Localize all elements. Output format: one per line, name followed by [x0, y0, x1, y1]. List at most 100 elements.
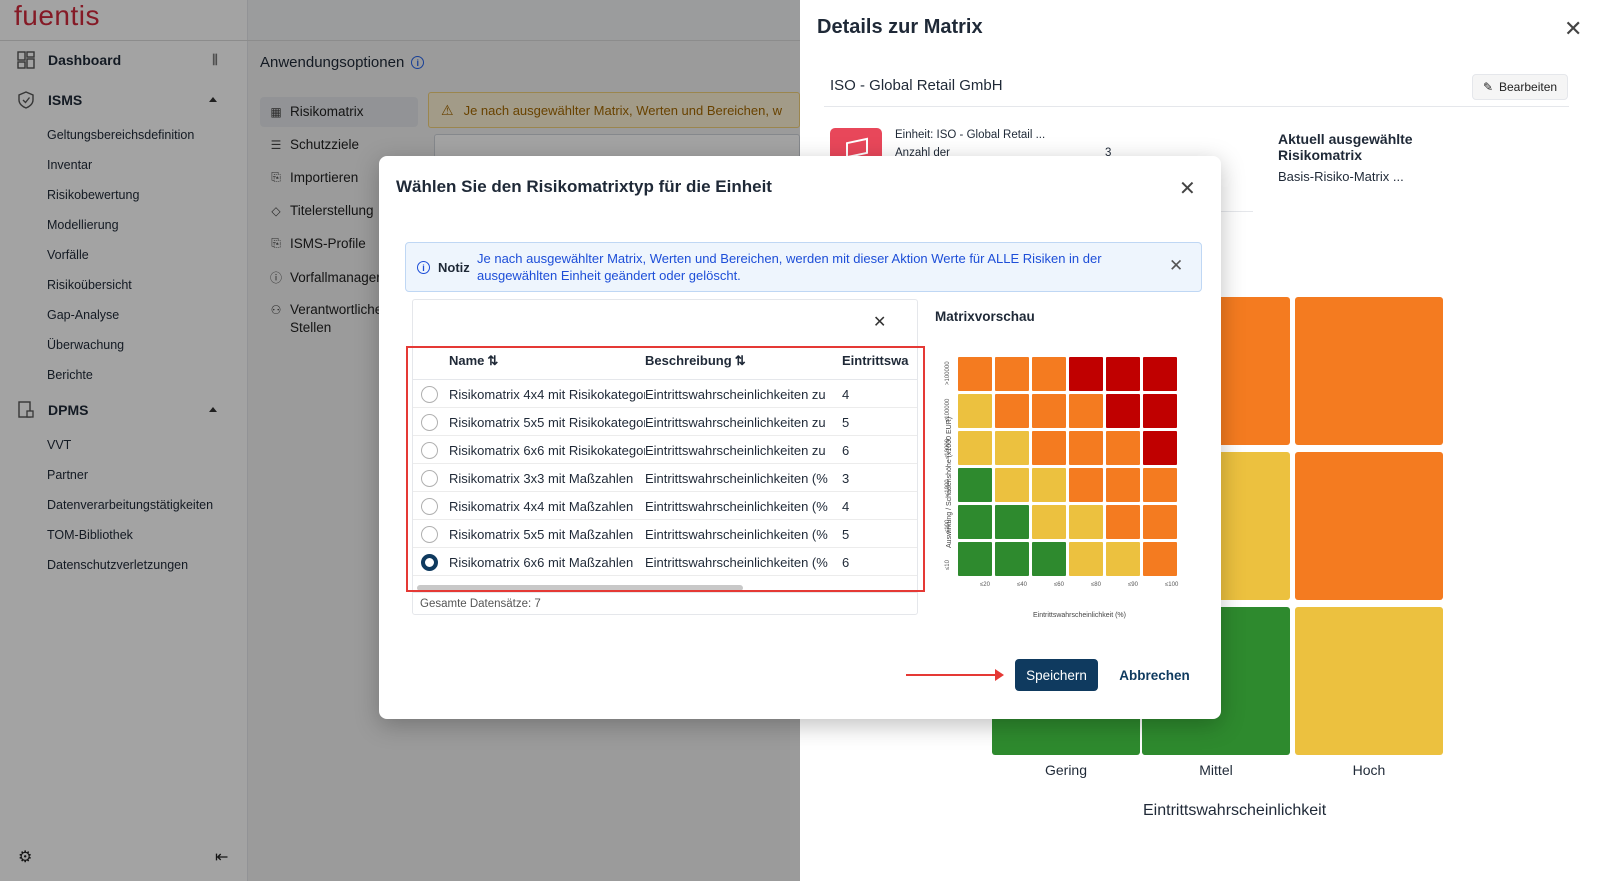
preview-cell [1106, 505, 1140, 539]
sidebar-item-label: ISMS [48, 92, 83, 108]
menu-item-label-line2: Stellen [290, 320, 332, 335]
table-row[interactable]: Risikomatrix 4x4 mit Risikokategorien Ein… [413, 380, 917, 408]
table-row[interactable]: Risikomatrix 5x5 mit Maßzahlen Eintrittsw… [413, 520, 917, 548]
horizontal-scrollbar[interactable] [417, 585, 743, 591]
preview-cell [1069, 468, 1103, 502]
sidebar-item-dashboard[interactable]: Dashboard [16, 50, 121, 70]
sidebar-subitem[interactable]: Partner [47, 468, 88, 482]
close-icon[interactable]: ✕ [1564, 16, 1583, 41]
preview-cell [1032, 394, 1066, 428]
preview-cell [1069, 394, 1103, 428]
preview-cell [958, 431, 992, 465]
radio-button-selected[interactable] [421, 554, 438, 571]
cancel-button[interactable]: Abbrechen [1113, 659, 1196, 691]
table-row[interactable]: Risikomatrix 6x6 mit Risikokategorien Ein… [413, 436, 917, 464]
sidebar-subitem[interactable]: VVT [47, 438, 72, 452]
menu-item-risikomatrix[interactable]: ▦ Risikomatrix [268, 104, 363, 119]
table-row[interactable]: Risikomatrix 6x6 mit Maßzahlen Eintrittsw… [413, 548, 917, 576]
table-row[interactable]: Risikomatrix 3x3 mit Maßzahlen Eintrittsw… [413, 464, 917, 492]
menu-item-vorfallmanager[interactable]: ⓘ Vorfallmanager [268, 269, 381, 286]
cell-name: Risikomatrix 3x3 mit Maßzahlen [449, 471, 634, 486]
note-banner: i Notiz Je nach ausgewählter Matrix, Wer… [405, 242, 1202, 292]
sidebar-subitem[interactable]: Risikoübersicht [47, 278, 132, 292]
sidebar-subitem[interactable]: Modellierung [47, 218, 119, 232]
clear-filter-icon[interactable]: ✕ [873, 314, 887, 331]
sidebar-subitem[interactable]: Datenschutzverletzungen [47, 558, 189, 572]
radio-button[interactable] [421, 414, 438, 431]
info-icon[interactable]: i [411, 56, 425, 69]
matrix-type-table: ✕ Name ⇅ Beschreibung ⇅ Eintrittswa Risiko… [412, 299, 918, 615]
sidebar-subitem[interactable]: TOM-Bibliothek [47, 528, 133, 542]
close-icon[interactable]: ✕ [1179, 178, 1196, 200]
table-row[interactable]: Risikomatrix 5x5 mit Risikokategorien Ein… [413, 408, 917, 436]
preview-cell [958, 394, 992, 428]
sidebar-subitem[interactable]: Risikobewertung [47, 188, 140, 202]
preview-cell [995, 357, 1029, 391]
edit-button[interactable]: ✎ Bearbeiten [1472, 74, 1568, 100]
cell-description: Eintrittswahrscheinlichkeiten (% [645, 499, 828, 514]
radio-button[interactable] [421, 470, 438, 487]
x-axis-title: Eintrittswahrscheinlichkeit (%) [1033, 612, 1126, 619]
fuentis-logo: fuentis [14, 0, 100, 31]
y-tick-label: ≤10000 [945, 439, 951, 459]
menu-item-verantwortliche[interactable]: ⚇ Verantwortliche [268, 302, 383, 317]
sidebar-subitem[interactable]: Geltungsbereichsdefinition [47, 128, 195, 142]
x-tick-label: ≤80 [1091, 582, 1101, 588]
menu-item-isms-profile[interactable]: ⎘ ISMS-Profile [268, 236, 366, 251]
chevron-up-icon[interactable] [209, 407, 217, 412]
close-icon[interactable]: ✕ [1169, 256, 1184, 275]
highlight-annotation-box [406, 346, 925, 592]
collapse-sidebar-icon[interactable]: ⇤ [215, 849, 229, 866]
menu-item-schutzziele[interactable]: ☰ Schutzziele [268, 137, 359, 152]
column-header-label: Beschreibung [645, 353, 732, 368]
menu-item-titelerstellung[interactable]: ◇ Titelerstellung [268, 203, 373, 218]
sort-icon[interactable]: ⇅ [734, 353, 746, 368]
risk-matrix-type-dialog: Wählen Sie den Risikomatrixtyp für die E… [379, 156, 1221, 719]
cell-name: Risikomatrix 4x4 mit Risikokategorien [449, 387, 645, 402]
column-header-beschreibung[interactable]: Beschreibung ⇅ [645, 353, 746, 369]
table-footer: Gesamte Datensätze: 7 [413, 592, 917, 614]
sidebar-subitem[interactable]: Datenverarbeitungstätigkeiten [47, 498, 214, 512]
cell-name: Risikomatrix 5x5 mit Risikokategorien [449, 415, 645, 430]
cell-description: Eintrittswahrscheinlichkeiten zu [645, 387, 826, 402]
preview-cell [1069, 357, 1103, 391]
save-button[interactable]: Speichern [1015, 659, 1098, 691]
cell-name: Risikomatrix 6x6 mit Risikokategorien [449, 443, 645, 458]
sidebar: fuentis Dashboard ⫼ ISMS Geltungsbereich… [0, 0, 248, 881]
sidebar-item-isms[interactable]: ISMS [16, 90, 82, 110]
warning-text: Je nach ausgewählter Matrix, Werten und … [463, 102, 782, 118]
sidebar-item-dpms[interactable]: DPMS [16, 400, 88, 420]
preview-cell [1143, 431, 1177, 465]
cell-size: 3 [842, 471, 850, 486]
radio-button[interactable] [421, 526, 438, 543]
chevron-up-icon[interactable] [209, 97, 217, 102]
sidebar-subitem[interactable]: Inventar [47, 158, 93, 172]
menu-item-importieren[interactable]: ⎘ Importieren [268, 170, 358, 185]
table-row[interactable]: Risikomatrix 4x4 mit Maßzahlen Eintrittsw… [413, 492, 917, 520]
preview-cell [1032, 431, 1066, 465]
sidebar-subitem[interactable]: Überwachung [47, 338, 125, 352]
cell-size: 6 [842, 555, 850, 570]
radio-button[interactable] [421, 498, 438, 515]
radio-button[interactable] [421, 386, 438, 403]
sidebar-subitem[interactable]: Berichte [47, 368, 93, 382]
profile-import-icon: ⎘ [271, 236, 281, 250]
sidebar-subitem[interactable]: Vorfälle [47, 248, 89, 262]
pin-icon[interactable]: ⫼ [212, 52, 218, 67]
cell-size: 5 [842, 527, 850, 542]
preview-cell [995, 394, 1029, 428]
current-matrix-label: Aktuell ausgewählte Risikomatrix [1278, 131, 1413, 163]
cell-name: Risikomatrix 5x5 mit Maßzahlen [449, 527, 634, 542]
current-matrix-value: Basis-Risiko-Matrix ... [1278, 169, 1404, 184]
sidebar-subitem[interactable]: Gap-Analyse [47, 308, 120, 322]
y-tick-label: ≤10 [945, 560, 951, 570]
annotation-arrow [906, 669, 1004, 681]
preview-cell [995, 505, 1029, 539]
shield-icon [16, 90, 36, 110]
settings-icon[interactable]: ⚙ [18, 849, 33, 866]
radio-button[interactable] [421, 442, 438, 459]
column-header-eintrittswahrscheinlichkeit[interactable]: Eintrittswa [842, 353, 908, 368]
preview-cell [1069, 431, 1103, 465]
column-header-name[interactable]: Name ⇅ [449, 353, 498, 369]
sort-icon[interactable]: ⇅ [487, 353, 499, 368]
